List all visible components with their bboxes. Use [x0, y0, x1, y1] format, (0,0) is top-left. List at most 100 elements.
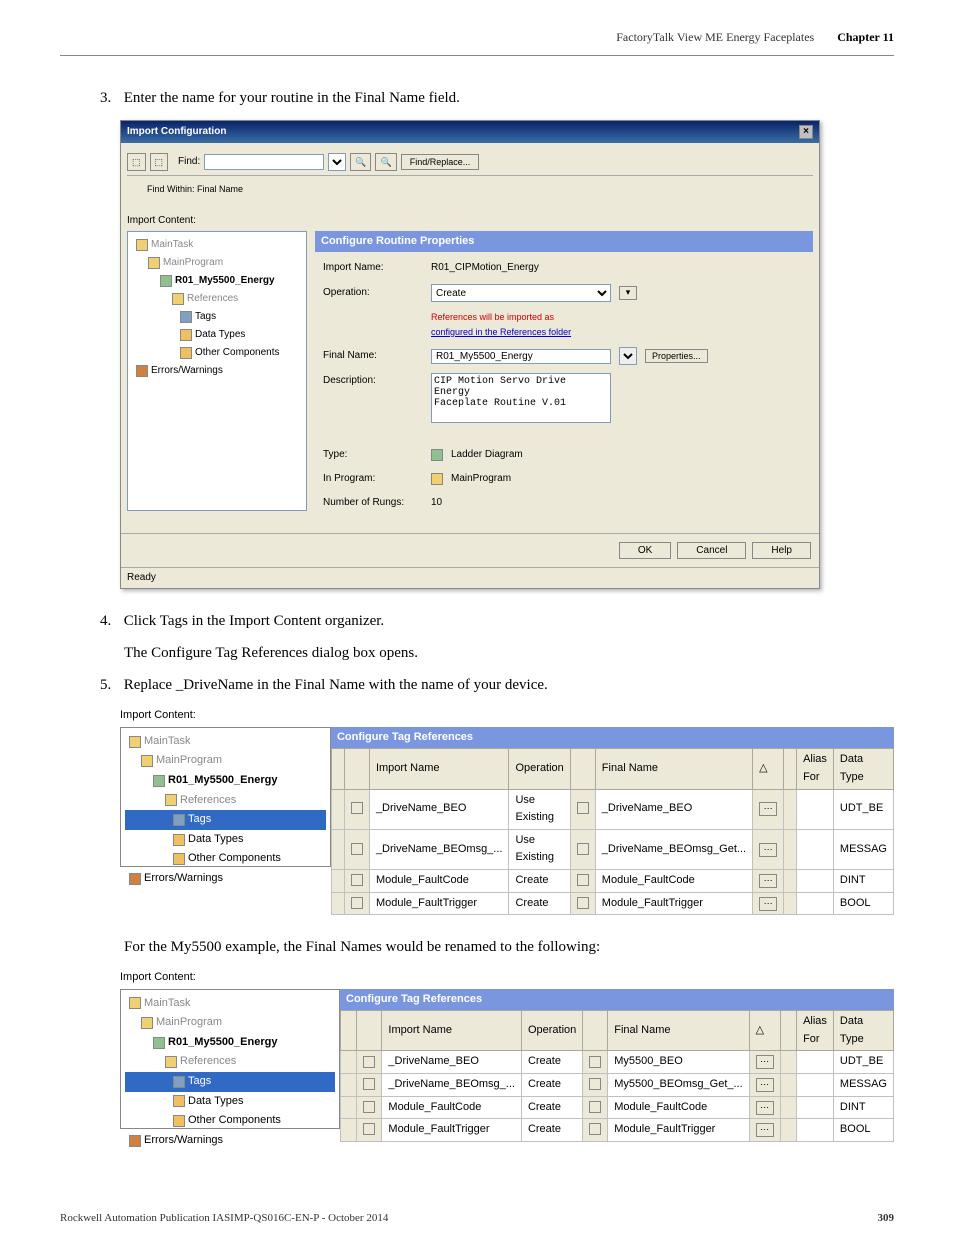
tree-tags-selected[interactable]: Tags — [125, 1072, 335, 1092]
step-3: 3. Enter the name for your routine in th… — [100, 86, 894, 110]
properties-panel: Configure Routine Properties Import Name… — [315, 231, 813, 527]
tree-references[interactable]: References — [132, 290, 302, 308]
tree-maintask[interactable]: MainTask — [132, 236, 302, 254]
cell-operation: Create — [509, 869, 570, 892]
find-dropdown[interactable] — [328, 153, 346, 171]
import-name-value: R01_CIPMotion_Energy — [431, 260, 539, 276]
help-button[interactable]: Help — [752, 542, 811, 559]
tree-datatypes[interactable]: Data Types — [125, 1092, 335, 1112]
folder-icon — [129, 997, 141, 1009]
operation-browse[interactable]: ▾ — [619, 286, 637, 300]
toolbar-btn1[interactable]: ⬚ — [127, 153, 146, 171]
col-import-name[interactable]: Import Name — [369, 749, 509, 789]
cell-import: Module_FaultCode — [369, 869, 509, 892]
final-name-dropdown[interactable] — [619, 347, 637, 365]
tree-energy[interactable]: R01_My5500_Energy — [132, 272, 302, 290]
close-icon[interactable]: × — [799, 125, 813, 139]
cell-final[interactable]: _DriveName_BEOmsg_Get... — [595, 829, 752, 869]
col-data-type[interactable]: Data Type — [833, 749, 893, 789]
row-icon — [363, 1123, 375, 1135]
ok-button[interactable]: OK — [619, 542, 671, 559]
toolbar-find-next[interactable]: 🔍 — [350, 153, 371, 171]
browse-icon[interactable]: ⋯ — [756, 1101, 774, 1115]
row-icon — [363, 1101, 375, 1113]
cell-operation: Create — [521, 1051, 582, 1074]
tree-energy[interactable]: R01_My5500_Energy — [125, 771, 326, 791]
table-row[interactable]: Module_FaultTriggerCreateModule_FaultTri… — [331, 892, 893, 915]
tag-ref-header-2: Configure Tag References — [340, 989, 894, 1011]
other-icon — [173, 853, 185, 865]
table-row[interactable]: _DriveName_BEOUse Existing_DriveName_BEO… — [331, 789, 893, 829]
datatypes-icon — [173, 1095, 185, 1107]
table-row[interactable]: Module_FaultCodeCreateModule_FaultCode⋯D… — [331, 869, 893, 892]
cell-import: Module_FaultTrigger — [369, 892, 509, 915]
browse-icon[interactable]: ⋯ — [759, 843, 777, 857]
in-program-label: In Program: — [323, 471, 423, 487]
tree-maintask[interactable]: MainTask — [125, 994, 335, 1014]
col-alias-for[interactable]: Alias For — [797, 749, 834, 789]
table-row[interactable]: _DriveName_BEOCreateMy5500_BEO⋯UDT_BE — [341, 1051, 894, 1074]
operation-select[interactable]: Create — [431, 284, 611, 302]
tree-mainprogram[interactable]: MainProgram — [132, 254, 302, 272]
tree-other[interactable]: Other Components — [125, 849, 326, 869]
tree-datatypes[interactable]: Data Types — [132, 326, 302, 344]
find-replace-button[interactable]: Find/Replace... — [401, 154, 480, 170]
browse-icon[interactable]: ⋯ — [759, 897, 777, 911]
col-operation[interactable]: Operation — [509, 749, 570, 789]
description-textarea[interactable]: CIP Motion Servo Drive Energy Faceplate … — [431, 373, 611, 423]
row-icon — [363, 1056, 375, 1068]
tag-right-panel-2: Configure Tag References Import Name Ope… — [340, 989, 894, 1142]
tree-references[interactable]: References — [125, 791, 326, 811]
tree-errors[interactable]: Errors/Warnings — [125, 869, 326, 889]
cell-final[interactable]: _DriveName_BEO — [595, 789, 752, 829]
cell-final[interactable]: Module_FaultTrigger — [595, 892, 752, 915]
tree-other[interactable]: Other Components — [125, 1111, 335, 1131]
browse-icon[interactable]: ⋯ — [759, 874, 777, 888]
tag-ref-1: Import Content: MainTask MainProgram R01… — [120, 707, 894, 915]
cell-final[interactable]: Module_FaultCode — [595, 869, 752, 892]
row-icon — [351, 874, 363, 886]
tree-tags-selected[interactable]: Tags — [125, 810, 326, 830]
cancel-button[interactable]: Cancel — [677, 542, 746, 559]
tree-errors[interactable]: Errors/Warnings — [132, 362, 302, 380]
cell-operation: Create — [521, 1119, 582, 1142]
browse-icon[interactable]: ⋯ — [756, 1055, 774, 1069]
table-row[interactable]: Module_FaultTriggerCreateModule_FaultTri… — [341, 1119, 894, 1142]
tree-tags[interactable]: Tags — [132, 308, 302, 326]
table-row[interactable]: _DriveName_BEOmsg_...Use Existing_DriveN… — [331, 829, 893, 869]
references-link[interactable]: configured in the References folder — [431, 325, 571, 339]
table-row[interactable]: _DriveName_BEOmsg_...CreateMy5500_BEOmsg… — [341, 1074, 894, 1097]
cell-type: DINT — [833, 1096, 893, 1119]
tree-references[interactable]: References — [125, 1052, 335, 1072]
datatypes-icon — [180, 329, 192, 341]
cell-final[interactable]: My5500_BEOmsg_Get_... — [608, 1074, 749, 1097]
final-name-input[interactable] — [431, 349, 611, 364]
cell-final[interactable]: Module_FaultCode — [608, 1096, 749, 1119]
cell-alias — [797, 1119, 834, 1142]
folder-icon — [129, 736, 141, 748]
browse-icon[interactable]: ⋯ — [756, 1123, 774, 1137]
tree-datatypes[interactable]: Data Types — [125, 830, 326, 850]
find-input[interactable] — [204, 154, 324, 170]
col-final-name[interactable]: Final Name — [595, 749, 752, 789]
cell-final[interactable]: My5500_BEO — [608, 1051, 749, 1074]
table-row[interactable]: Module_FaultCodeCreateModule_FaultCode⋯D… — [341, 1096, 894, 1119]
tree-errors[interactable]: Errors/Warnings — [125, 1131, 335, 1151]
browse-icon[interactable]: ⋯ — [759, 802, 777, 816]
properties-button[interactable]: Properties... — [645, 349, 708, 363]
cell-operation: Use Existing — [509, 789, 570, 829]
browse-icon[interactable]: ⋯ — [756, 1078, 774, 1092]
toolbar-btn2[interactable]: ⬚ — [150, 153, 169, 171]
tree-mainprogram[interactable]: MainProgram — [125, 1013, 335, 1033]
description-label: Description: — [323, 373, 423, 389]
step-5: 5. Replace _DriveName in the Final Name … — [100, 673, 894, 697]
tree-other[interactable]: Other Components — [132, 344, 302, 362]
tree-maintask[interactable]: MainTask — [125, 732, 326, 752]
cell-final[interactable]: Module_FaultTrigger — [608, 1119, 749, 1142]
toolbar-find-prev[interactable]: 🔍 — [375, 153, 396, 171]
tree-mainprogram[interactable]: MainProgram — [125, 751, 326, 771]
rungs-label: Number of Rungs: — [323, 495, 423, 511]
datatypes-icon — [173, 834, 185, 846]
import-name-label: Import Name: — [323, 260, 423, 276]
tree-energy[interactable]: R01_My5500_Energy — [125, 1033, 335, 1053]
